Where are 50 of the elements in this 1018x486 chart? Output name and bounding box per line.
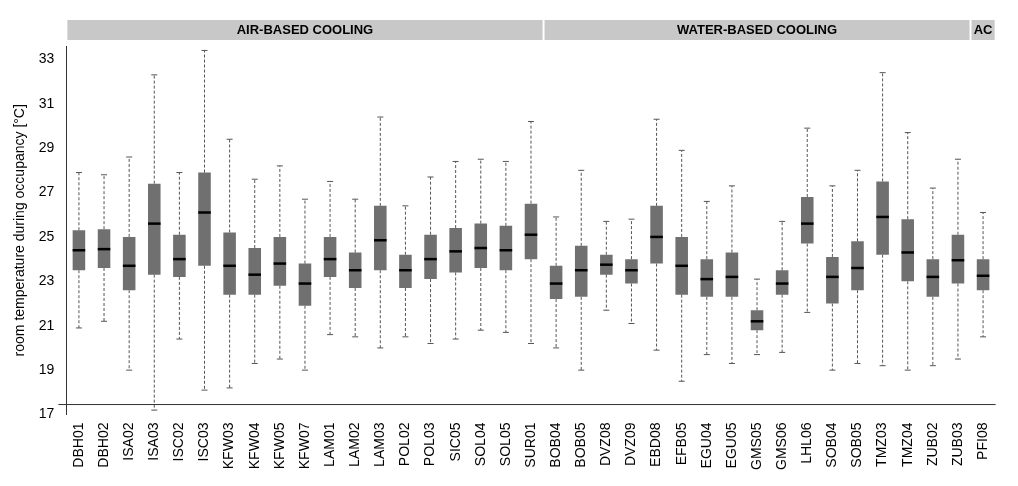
x-tick-label: ISC03 [195, 422, 212, 462]
x-tick-label: DBH02 [94, 422, 111, 468]
y-tick-label: 31 [38, 94, 55, 111]
x-tick-label: SUR01 [521, 422, 538, 468]
x-tick-label: SOB05 [848, 422, 865, 468]
x-tick-label: SOB04 [823, 422, 840, 468]
x-tick-label: ZUB03 [948, 422, 965, 467]
x-tick-label: SOL04 [471, 422, 488, 467]
x-tick-label: ISC02 [170, 422, 187, 462]
x-tick-label: KFW03 [220, 422, 237, 470]
y-tick-label: 33 [38, 50, 55, 67]
x-tick-label: EGU05 [722, 422, 739, 469]
x-tick-label: LAM03 [371, 422, 388, 467]
y-tick-label: 17 [38, 405, 55, 422]
x-tick-label: KFW07 [295, 422, 312, 470]
x-tick-label: ZUB02 [923, 422, 940, 467]
y-tick-label: 23 [38, 272, 55, 289]
x-tick-label: TMZ03 [873, 422, 890, 467]
x-tick-label: SOL05 [496, 422, 513, 467]
x-tick-label: DVZ08 [597, 422, 614, 467]
x-tick-label: TMZ04 [898, 422, 915, 467]
y-axis-title: room temperature during occupancy [°C] [11, 104, 28, 357]
x-tick-label: LAM02 [346, 422, 363, 467]
text: AIR-BASED COOLING [236, 21, 374, 37]
y-tick-label: 29 [38, 138, 55, 155]
y-tick-label: 27 [38, 183, 55, 200]
x-tick-label: KFW05 [270, 422, 287, 470]
text: WATER-BASED COOLING [676, 21, 838, 37]
x-tick-label: KFW04 [245, 422, 262, 470]
x-tick-label: GMS06 [773, 422, 790, 471]
y-tick-label: 25 [38, 227, 55, 244]
x-tick-label: ISA03 [145, 422, 162, 461]
x-tick-label: LHL06 [798, 422, 815, 464]
x-tick-label: LAM01 [320, 422, 337, 467]
x-tick-label: EBD08 [647, 422, 664, 467]
x-tick-label: POL02 [396, 422, 413, 467]
x-tick-label: BOB04 [546, 422, 563, 468]
x-tick-label: ISA02 [120, 422, 137, 461]
x-tick-label: SIC05 [446, 422, 463, 462]
x-tick-label: POL03 [421, 422, 438, 467]
x-tick-label: DBH01 [69, 422, 86, 468]
x-tick-label: EFB05 [672, 422, 689, 466]
x-tick-label: EGU04 [697, 422, 714, 469]
x-tick-label: BOB05 [572, 422, 589, 468]
x-tick-label: PFI08 [973, 422, 990, 460]
x-tick-label: DVZ09 [622, 422, 639, 467]
y-tick-label: 21 [38, 316, 55, 333]
y-tick-label: 19 [38, 361, 55, 377]
x-tick-label: GMS05 [747, 422, 764, 471]
text: AC [973, 21, 994, 37]
